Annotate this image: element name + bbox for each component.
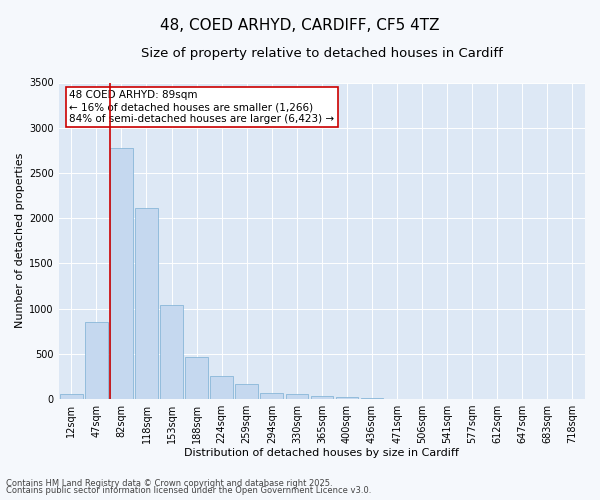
Bar — [335, 397, 358, 399]
Y-axis label: Number of detached properties: Number of detached properties — [15, 153, 25, 328]
Text: 48 COED ARHYD: 89sqm
← 16% of detached houses are smaller (1,266)
84% of semi-de: 48 COED ARHYD: 89sqm ← 16% of detached h… — [70, 90, 334, 124]
Bar — [361, 398, 383, 399]
Bar — [311, 396, 333, 399]
Bar — [185, 358, 208, 399]
Bar — [110, 148, 133, 399]
Bar — [286, 394, 308, 399]
Bar — [85, 322, 107, 399]
Bar — [160, 305, 183, 399]
Bar — [60, 394, 83, 399]
Bar — [211, 376, 233, 399]
X-axis label: Distribution of detached houses by size in Cardiff: Distribution of detached houses by size … — [184, 448, 460, 458]
Bar — [135, 208, 158, 399]
Bar — [260, 392, 283, 399]
Text: Contains HM Land Registry data © Crown copyright and database right 2025.: Contains HM Land Registry data © Crown c… — [6, 478, 332, 488]
Text: 48, COED ARHYD, CARDIFF, CF5 4TZ: 48, COED ARHYD, CARDIFF, CF5 4TZ — [160, 18, 440, 32]
Title: Size of property relative to detached houses in Cardiff: Size of property relative to detached ho… — [141, 48, 503, 60]
Text: Contains public sector information licensed under the Open Government Licence v3: Contains public sector information licen… — [6, 486, 371, 495]
Bar — [235, 384, 258, 399]
